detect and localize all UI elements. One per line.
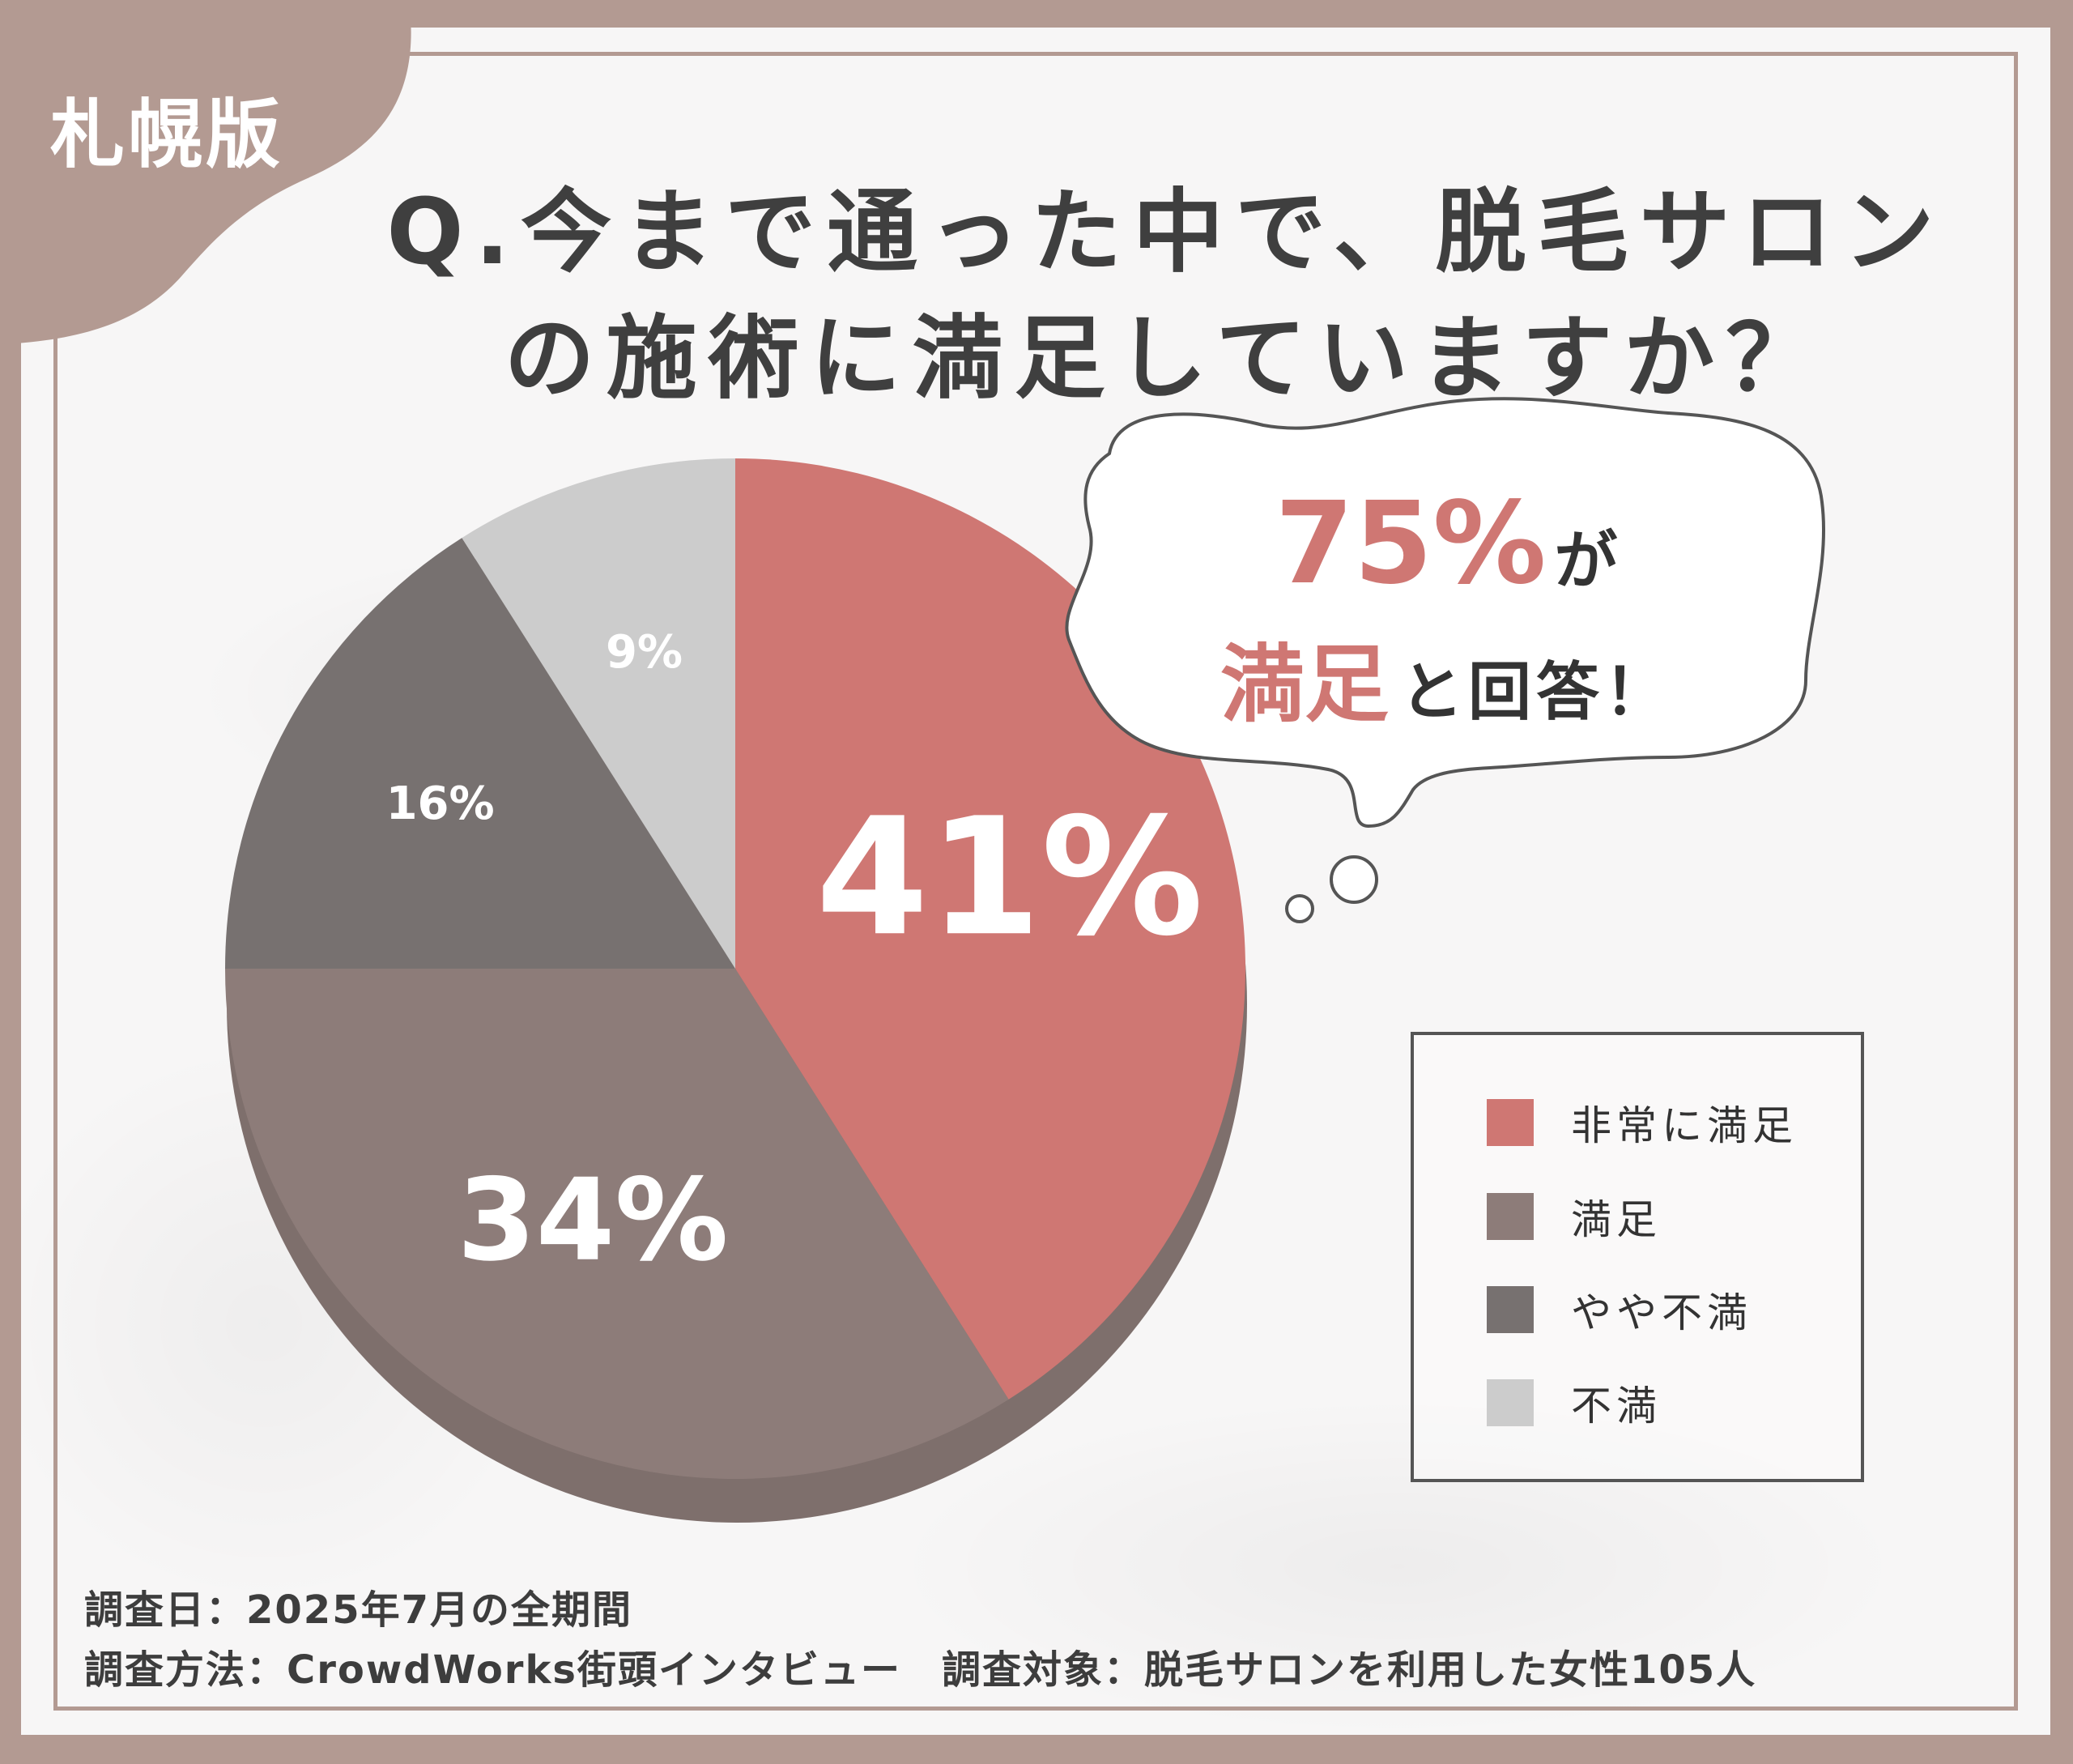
region-badge: 札幌版 [50, 92, 284, 178]
callout-particle: が [1554, 525, 1618, 598]
thought-bubble-cloud [1065, 397, 1826, 829]
legend: 非常に満足 満足 やや不満 不満 [1411, 1032, 1864, 1482]
thought-bubble-dot-small [1285, 894, 1314, 923]
chart-title-line-2: の施術に満足していますか？ [504, 306, 1828, 411]
pie-slice-somewhat-dissatisfied [225, 538, 735, 969]
survey-date: 調査日：2025年7月の全期間 [84, 1587, 632, 1633]
legend-label: 非常に満足 [1571, 1102, 1798, 1149]
legend-item-satisfied: 満足 [1487, 1192, 1662, 1243]
pie-slice-satisfied [224, 969, 1009, 1480]
pie-labels: 41% 34% 16% 9% [386, 626, 1204, 1287]
corner-badge-blob [0, 0, 411, 344]
legend-swatch [1487, 1286, 1534, 1333]
legend-item-very-satisfied: 非常に満足 [1487, 1098, 1798, 1149]
pie-label-somewhat-dissatisfied: 16% [386, 778, 495, 830]
chart-title-line-1: Q.今まで通った中で、脱毛サロン [386, 180, 1946, 285]
legend-label: 不満 [1571, 1383, 1662, 1430]
legend-swatch [1487, 1099, 1534, 1146]
inner-frame [53, 52, 2018, 1711]
thought-bubble-dot-large [1330, 855, 1378, 904]
legend-swatch [1487, 1379, 1534, 1426]
legend-item-dissatisfied: 不満 [1487, 1378, 1662, 1430]
legend-label: 満足 [1571, 1196, 1662, 1243]
pie-label-dissatisfied: 9% [606, 626, 683, 679]
callout-rest: と回答！ [1400, 656, 1673, 729]
pie-label-very-satisfied: 41% [815, 783, 1203, 972]
legend-label: やや不満 [1571, 1289, 1752, 1336]
legend-item-somewhat-dissatisfied: やや不満 [1487, 1285, 1752, 1336]
pie-slice-dissatisfied [462, 458, 735, 969]
callout-line-2: 満足 と回答！ [1066, 616, 1827, 738]
callout-line-1: 75% が [1066, 478, 1827, 610]
legend-swatch [1487, 1193, 1534, 1240]
survey-method: 調査方法：CrowdWorks街頭インタビュー 調査対象：脱毛サロンを利用した女… [84, 1647, 1757, 1693]
callout-percent: 75% [1275, 478, 1547, 610]
pie-label-satisfied: 34% [457, 1155, 728, 1287]
callout-word: 満足 [1220, 635, 1389, 734]
